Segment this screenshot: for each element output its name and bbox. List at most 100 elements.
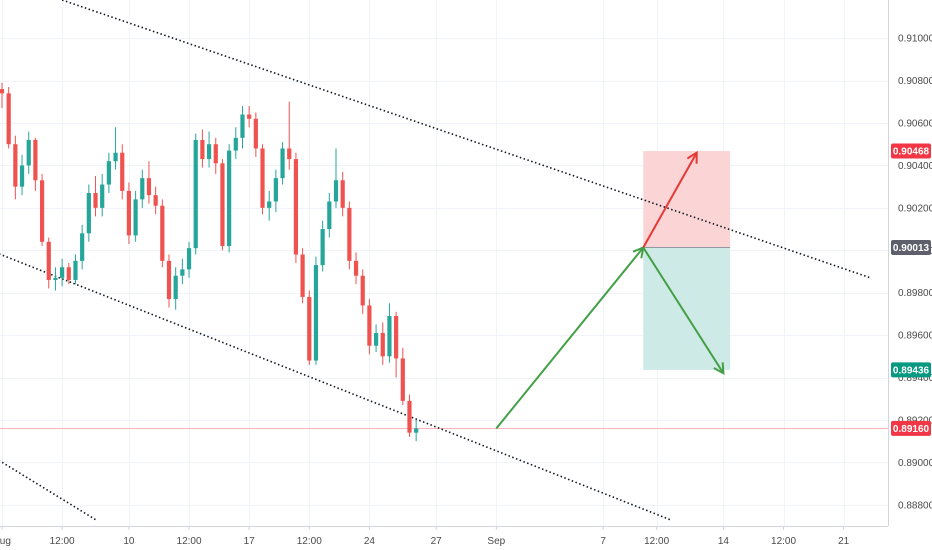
candle-body (86, 193, 91, 234)
candle-body (380, 332, 385, 357)
candle-body (227, 150, 232, 247)
x-tick-label: Aug (0, 536, 11, 547)
candle-body (280, 148, 285, 179)
candle-body (180, 269, 185, 276)
candle-body (200, 139, 205, 160)
candle-body (13, 144, 18, 187)
y-tick-label: 0.89400 (898, 373, 932, 384)
candle-body (293, 159, 299, 255)
candle-body (253, 118, 258, 149)
projection-arrows (495, 150, 725, 430)
candle-body (173, 275, 178, 300)
x-tick-label: 12:00 (297, 536, 322, 547)
price-tag-label: 0.89160 (893, 424, 930, 435)
candle-body (166, 260, 172, 300)
candle-body (240, 114, 245, 138)
candle-body (73, 260, 78, 280)
candle-body (39, 180, 45, 242)
candle-body (400, 358, 405, 401)
x-tick-label: 12:00 (177, 536, 202, 547)
candle-body (247, 114, 252, 119)
candle-body (100, 184, 105, 208)
channel-lines (0, 0, 871, 521)
candle-body (387, 316, 392, 357)
candle-body (333, 180, 339, 202)
candle-body (93, 193, 98, 208)
candle-body (267, 201, 272, 208)
x-tick-label: 7 (600, 536, 606, 547)
candle-body (193, 139, 198, 249)
price-tags: 0.90468 0.90013 0.89436 0.89160 (891, 143, 931, 436)
position-zones (0, 151, 888, 429)
candle-body (206, 144, 212, 160)
x-tick-label: 27 (431, 536, 443, 547)
x-tick-label: 12:00 (771, 536, 796, 547)
candle-body (160, 205, 165, 261)
price-tag (891, 143, 931, 159)
price-tag (891, 362, 931, 378)
x-tick-label: 14 (718, 536, 730, 547)
candle-body (0, 89, 5, 94)
y-tick-label: 0.89000 (898, 458, 932, 469)
candle-body (233, 137, 238, 151)
candle-body (19, 165, 25, 187)
y-tick-label: 0.90600 (898, 119, 932, 130)
projection-arrow-head (686, 150, 698, 164)
x-tick-label: 21 (838, 536, 850, 547)
candle-body (120, 152, 125, 191)
x-tick-label: 10 (123, 536, 135, 547)
candle-body (53, 277, 58, 280)
candle-body (33, 139, 38, 181)
x-tick-label: 17 (244, 536, 256, 547)
x-tick-label: 24 (364, 536, 376, 547)
price-tag (891, 240, 931, 256)
price-tag (891, 420, 931, 436)
candlestick-series (0, 82, 419, 442)
candle-body (260, 148, 265, 208)
x-tick-label: Sep (487, 536, 505, 547)
candle-body (273, 178, 278, 202)
candle-body (66, 267, 71, 280)
x-tick-label: 12:00 (50, 536, 75, 547)
candle-body (313, 265, 319, 361)
price-tag-label: 0.90013 (893, 243, 930, 254)
candle-body (394, 316, 399, 359)
candle-body (133, 199, 138, 236)
candle-body (300, 254, 305, 297)
y-tick-label: 0.89600 (898, 331, 932, 342)
candle-body (320, 229, 325, 266)
y-tick-label: 0.91000 (898, 34, 932, 45)
candle-body (307, 296, 312, 361)
candle-body (220, 163, 225, 247)
projection-arrow-line (642, 246, 725, 374)
candle-body (186, 248, 192, 270)
candle-body (46, 241, 51, 280)
projection-arrow-line (642, 152, 698, 249)
candle-body (6, 93, 11, 145)
projection-arrow-line (495, 246, 645, 430)
candle-body (153, 195, 158, 206)
candle-body (213, 144, 218, 164)
x-tick-label: 12:00 (644, 536, 669, 547)
y-tick-label: 0.90200 (898, 203, 932, 214)
price-tag-label: 0.89436 (893, 365, 930, 376)
reward-zone (643, 247, 731, 370)
candle-body (140, 178, 145, 200)
candle-body (373, 332, 379, 346)
candle-body (60, 267, 65, 278)
candle-body (367, 305, 372, 346)
projection-arrow-head (713, 362, 725, 376)
candle-body (113, 152, 118, 162)
channel-line-upper (61, 0, 871, 279)
candle-body (407, 400, 412, 433)
candle-body (360, 275, 365, 306)
candle-body (80, 233, 85, 261)
y-tick-label: 0.88800 (898, 500, 932, 511)
time-axis[interactable]: Aug 12:00 10 12:00 17 12:00 24 27 Sep 7 12:00 14 12:… (0, 526, 850, 547)
candle-body (26, 139, 31, 166)
y-tick-label: 0.89800 (898, 288, 932, 299)
candle-body (146, 178, 152, 196)
candle-body (287, 148, 292, 160)
